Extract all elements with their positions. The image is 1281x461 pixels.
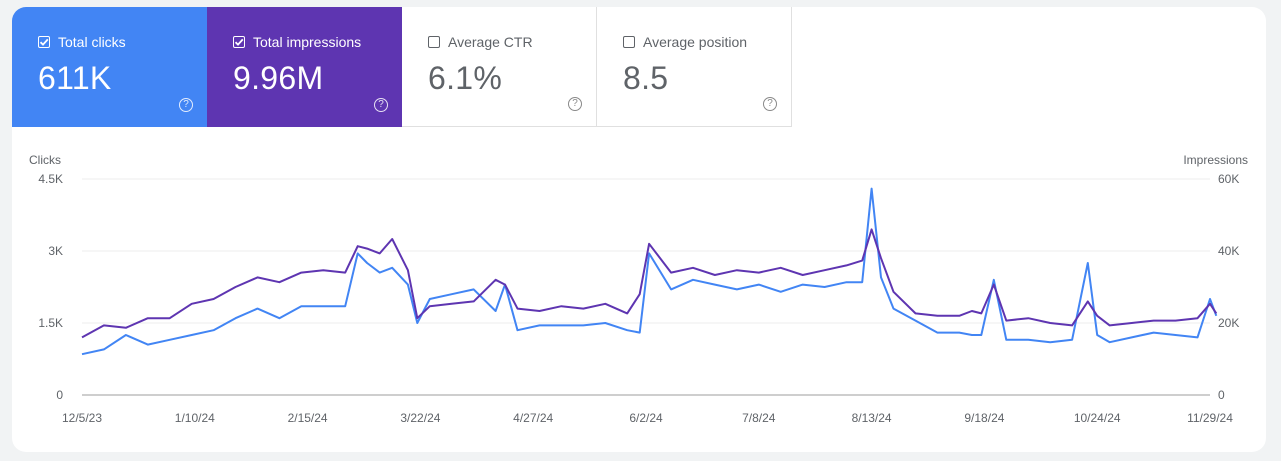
x-tick-label: 11/29/24 <box>1187 411 1233 425</box>
x-tick-label: 2/15/24 <box>288 411 328 425</box>
series-line-impressions <box>81 228 1218 339</box>
metric-value: 9.96M <box>233 60 324 96</box>
help-icon[interactable]: ? <box>763 97 777 111</box>
right-axis-title: Impressions <box>1183 153 1248 167</box>
x-tick-label: 4/27/24 <box>513 411 553 425</box>
metric-card-total-clicks[interactable]: Total clicks 611K ? <box>12 7 207 127</box>
chart-grid <box>82 178 1210 396</box>
x-tick-label: 8/13/24 <box>852 411 892 425</box>
checkbox-unchecked-icon[interactable] <box>428 36 440 48</box>
help-icon[interactable]: ? <box>179 98 193 112</box>
right-tick-label: 60K <box>1218 172 1239 186</box>
metric-cards: Total clicks 611K ? Total impressions 9.… <box>12 7 792 127</box>
metric-value: 8.5 <box>623 60 669 96</box>
checkbox-checked-icon[interactable] <box>233 36 245 48</box>
performance-chart: Clicks Impressions 4.5K 3K 1.5K 0 60K 40K 20K… <box>29 153 1248 425</box>
left-tick-label: 0 <box>56 388 63 402</box>
right-tick-label: 20K <box>1218 316 1239 330</box>
left-axis-ticks: 4.5K 3K 1.5K 0 <box>38 172 63 402</box>
right-axis-ticks: 60K 40K 20K 0 <box>1218 172 1239 402</box>
metric-label: Total clicks <box>58 34 126 50</box>
metric-label: Average position <box>643 34 748 50</box>
checkbox-unchecked-icon[interactable] <box>623 36 635 48</box>
x-tick-label: 7/8/24 <box>742 411 776 425</box>
right-tick-label: 40K <box>1218 244 1239 258</box>
metric-card-total-impressions[interactable]: Total impressions 9.96M ? <box>207 7 402 127</box>
metric-value: 611K <box>38 60 112 96</box>
left-tick-label: 4.5K <box>38 172 63 186</box>
metric-label: Average CTR <box>448 34 533 50</box>
checkbox-checked-icon[interactable] <box>38 36 50 48</box>
x-tick-label: 6/2/24 <box>629 411 663 425</box>
left-axis-title: Clicks <box>29 153 61 167</box>
performance-panel: Total clicks 611K ? Total impressions 9.… <box>12 7 1266 452</box>
chart-lines <box>81 187 1218 356</box>
help-icon[interactable]: ? <box>374 98 388 112</box>
metric-value: 6.1% <box>428 60 503 96</box>
metric-card-average-position[interactable]: Average position 8.5 ? <box>597 7 792 127</box>
x-axis-ticks: 12/5/23 1/10/24 2/15/24 3/22/24 4/27/24 6/2/2… <box>62 411 1233 425</box>
metric-label: Total impressions <box>253 34 362 50</box>
metric-card-average-ctr[interactable]: Average CTR 6.1% ? <box>402 7 597 127</box>
x-tick-label: 10/24/24 <box>1074 411 1121 425</box>
x-tick-label: 12/5/23 <box>62 411 102 425</box>
left-tick-label: 1.5K <box>38 316 63 330</box>
x-tick-label: 1/10/24 <box>175 411 215 425</box>
series-line-clicks <box>81 187 1218 356</box>
help-icon[interactable]: ? <box>568 97 582 111</box>
right-tick-label: 0 <box>1218 388 1225 402</box>
left-tick-label: 3K <box>48 244 63 258</box>
x-tick-label: 3/22/24 <box>400 411 440 425</box>
x-tick-label: 9/18/24 <box>964 411 1004 425</box>
